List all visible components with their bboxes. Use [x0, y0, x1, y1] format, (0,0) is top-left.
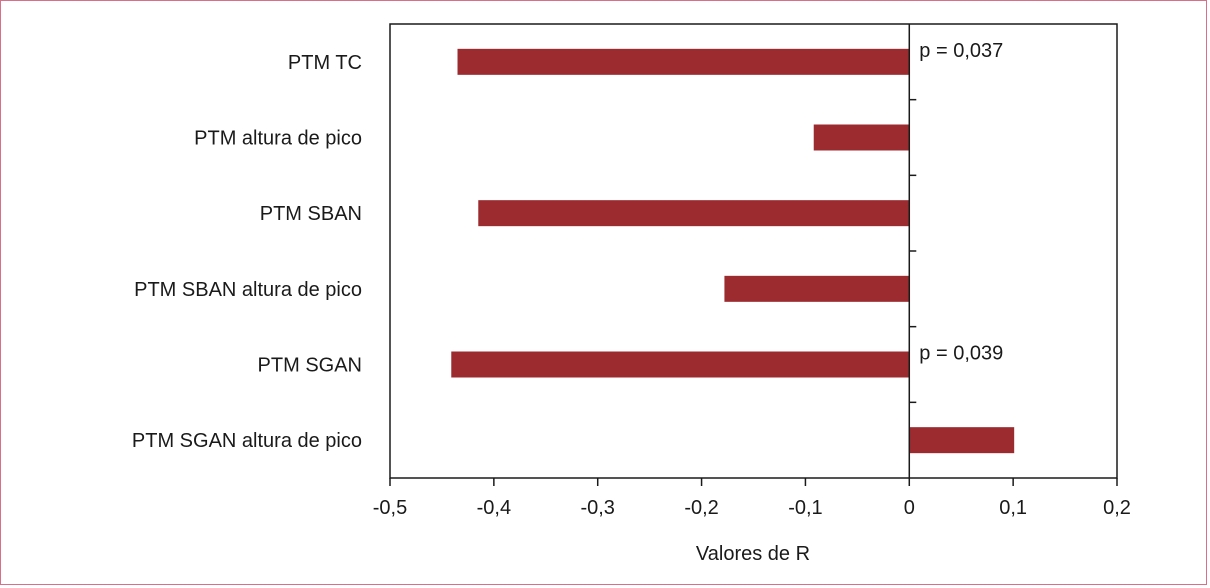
category-label: PTM SBAN altura de pico [134, 279, 362, 301]
plot-area [389, 23, 1118, 479]
x-tick-label: -0,4 [477, 497, 511, 519]
category-label: PTM SGAN [258, 355, 362, 377]
x-tick-label: 0 [904, 497, 915, 519]
bar [909, 427, 1015, 454]
bar [457, 48, 910, 75]
p-value-annotation: p = 0,039 [919, 343, 1003, 365]
x-tick-label: -0,3 [580, 497, 614, 519]
category-label: PTM SGAN altura de pico [132, 430, 362, 452]
x-tick-label: -0,1 [788, 497, 822, 519]
x-tick-label: -0,5 [373, 497, 407, 519]
bar [724, 275, 910, 302]
x-tick-label: -0,2 [684, 497, 718, 519]
x-axis-title: Valores de R [696, 543, 810, 565]
bar [813, 124, 910, 151]
bar [478, 200, 910, 227]
category-label: PTM SBAN [260, 203, 362, 225]
category-label: PTM TC [288, 52, 362, 74]
x-tick-label: 0,1 [999, 497, 1027, 519]
x-tick-label: 0,2 [1103, 497, 1131, 519]
category-label: PTM altura de pico [194, 128, 362, 150]
bar [451, 351, 910, 378]
p-value-annotation: p = 0,037 [919, 40, 1003, 62]
